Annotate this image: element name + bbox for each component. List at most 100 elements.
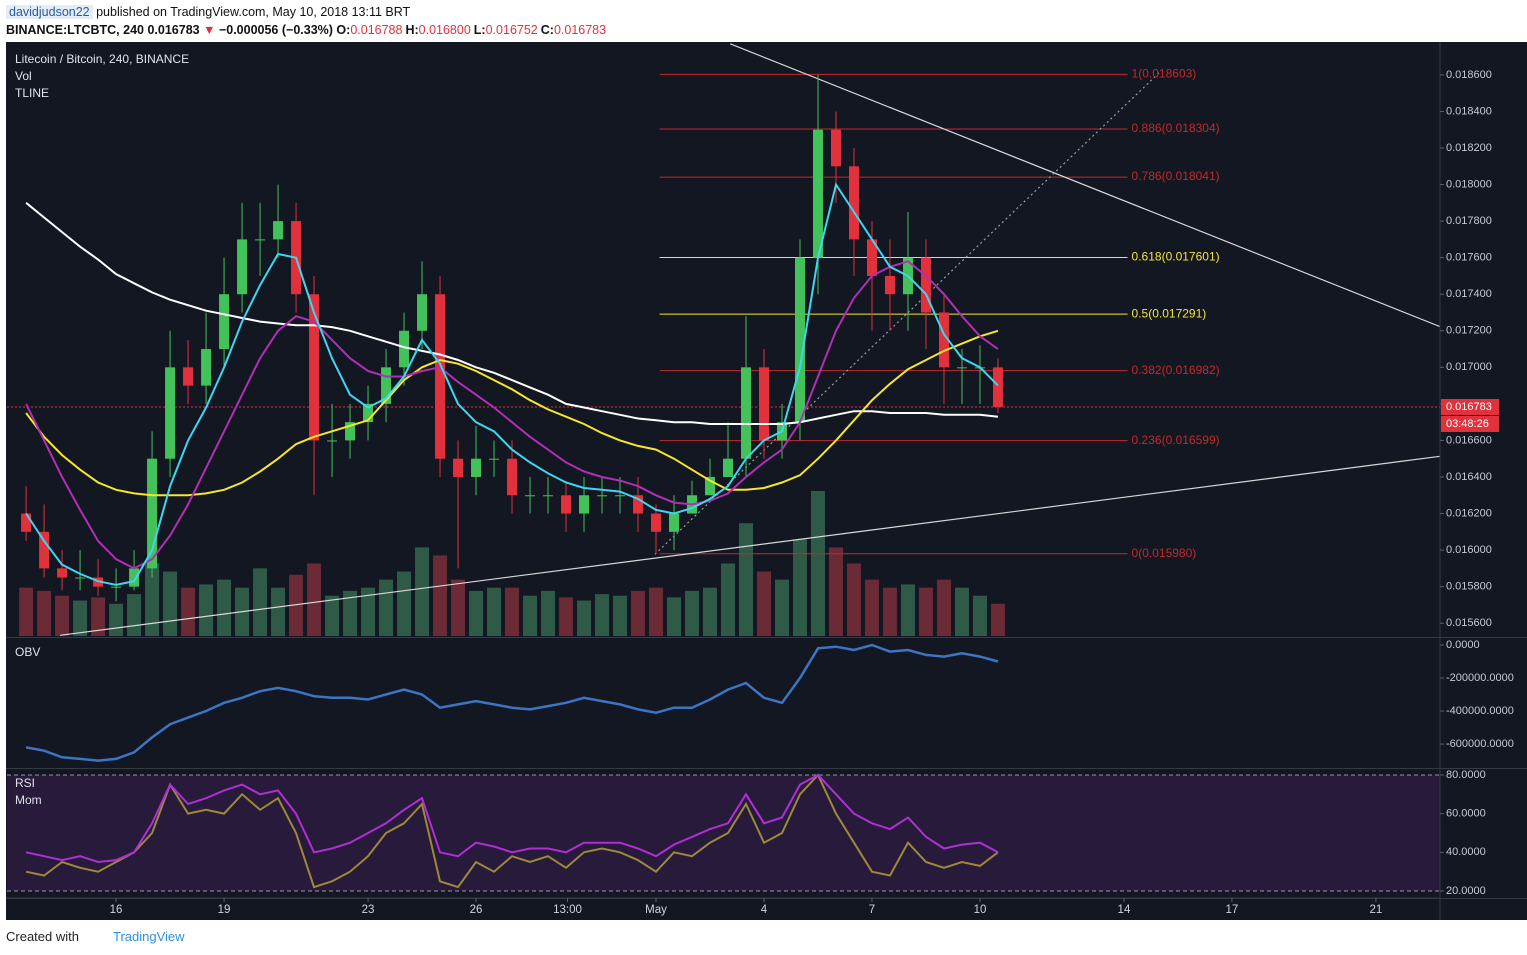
candle-body <box>21 513 32 532</box>
volume-bar <box>163 571 178 636</box>
candle-body <box>956 367 967 369</box>
ohlc-value: 0.016800 <box>418 23 471 37</box>
volume-bar <box>127 594 142 636</box>
candle-body <box>453 458 464 477</box>
volume-bar <box>756 571 771 636</box>
volume-bar <box>972 595 987 636</box>
volume-bar <box>900 584 915 636</box>
ohlc-key: L: <box>473 23 486 37</box>
volume-bar <box>271 587 286 636</box>
y-tick-label: 0.016200 <box>1446 507 1492 519</box>
volume-bar <box>720 563 735 636</box>
y-tick-label: 0.015800 <box>1446 581 1492 593</box>
candle-body <box>417 294 428 331</box>
y-tick-label: 0.018200 <box>1446 142 1492 154</box>
candle-body <box>920 257 931 313</box>
volume-bar <box>469 590 484 636</box>
volume-bar <box>487 587 502 636</box>
candle-body <box>543 495 554 497</box>
rsi-band <box>7 774 1440 892</box>
obv-line <box>25 643 999 762</box>
last-price-tag <box>1441 398 1499 415</box>
header-line: davidjudson22 published on TradingView.c… <box>6 3 609 21</box>
fib-label: 0.618(0.017601) <box>1132 250 1220 264</box>
moving-average <box>25 329 999 497</box>
countdown-label: 03:48:26 <box>1446 418 1489 430</box>
panel <box>7 773 1440 892</box>
fib-label: 1(0.018603) <box>1132 67 1197 81</box>
candle-body <box>705 476 716 496</box>
candle-body <box>183 367 194 386</box>
arrow: ▼ <box>203 23 216 37</box>
volume-bar <box>397 571 412 636</box>
x-tick-label: 23 <box>362 904 375 916</box>
x-tick-label: 19 <box>218 904 231 916</box>
candle-body <box>273 221 284 240</box>
volume-bar <box>559 597 574 636</box>
candle-body <box>651 513 662 532</box>
candle-body <box>111 586 122 588</box>
candle-body <box>830 129 841 167</box>
volume-bar <box>954 587 969 636</box>
ohlc-value: 0.016783 <box>553 23 607 37</box>
author[interactable]: davidjudson22 <box>6 5 93 19</box>
y-tick-label: -600000.0000 <box>1446 738 1514 750</box>
y-tick-label: 0.018000 <box>1446 178 1492 190</box>
volume-bar <box>343 590 358 636</box>
volume-bar <box>73 600 88 636</box>
y-tick-label: 0.016400 <box>1446 471 1492 483</box>
footer: Created with TradingView <box>6 929 185 944</box>
candle-body <box>435 294 446 459</box>
candle-body <box>812 129 823 258</box>
last-price-label: 0.016783 <box>1446 401 1492 413</box>
published: published on TradingView.com, May 10, 20… <box>96 5 411 19</box>
y-tick-label: 0.017600 <box>1446 252 1492 264</box>
volume-bar <box>55 595 70 636</box>
volume-bar <box>810 491 825 636</box>
candle-body <box>579 495 590 514</box>
y-tick-label: 0.017800 <box>1446 215 1492 227</box>
candle-body <box>345 422 356 441</box>
y-tick-label: 0.018600 <box>1446 69 1492 81</box>
candle-body <box>57 568 68 578</box>
candle-body <box>147 458 158 569</box>
ohlc-value: 0.016788 <box>350 23 403 37</box>
x-tick-label: 14 <box>1118 904 1131 916</box>
y-tick-label: 0.0000 <box>1446 639 1480 651</box>
y-tick-label: 0.018400 <box>1446 105 1492 117</box>
volume-bar <box>199 584 214 636</box>
header-line: BINANCE:LTCBTC, 240 0.016783 ▼ −0.000056… <box>6 21 609 39</box>
volume-bar <box>361 587 376 636</box>
brand-link[interactable]: TradingView <box>112 929 185 944</box>
x-tick-label: 17 <box>1226 904 1239 916</box>
candle-body <box>740 367 751 459</box>
x-tick-label: 7 <box>869 904 875 916</box>
last-price: 0.016783 <box>147 23 200 37</box>
volume-bar <box>577 600 592 636</box>
volume-bar <box>325 595 340 636</box>
fib-label: 0.786(0.018041) <box>1132 169 1220 183</box>
candle-body <box>129 568 140 587</box>
candle-body <box>255 239 266 241</box>
candle-body <box>938 312 949 368</box>
candle-body <box>381 367 392 404</box>
x-tick-label: 13:00 <box>553 904 582 916</box>
trendline <box>729 43 1440 328</box>
volume-bar <box>774 579 789 636</box>
volume-bar <box>792 539 807 636</box>
candle-body <box>884 275 895 295</box>
candle-body <box>992 367 1003 407</box>
fib-label: 0.236(0.016599) <box>1132 433 1220 447</box>
volume-bar <box>379 579 394 636</box>
candle-body <box>39 531 50 569</box>
volume-bar <box>19 587 34 636</box>
y-tick-label: 0.017400 <box>1446 288 1492 300</box>
candle-body <box>219 294 230 350</box>
candle-body <box>363 403 374 423</box>
panel-title: OBV <box>15 645 40 659</box>
volume-bar <box>181 587 196 636</box>
y-tick-label: -400000.0000 <box>1446 705 1514 717</box>
